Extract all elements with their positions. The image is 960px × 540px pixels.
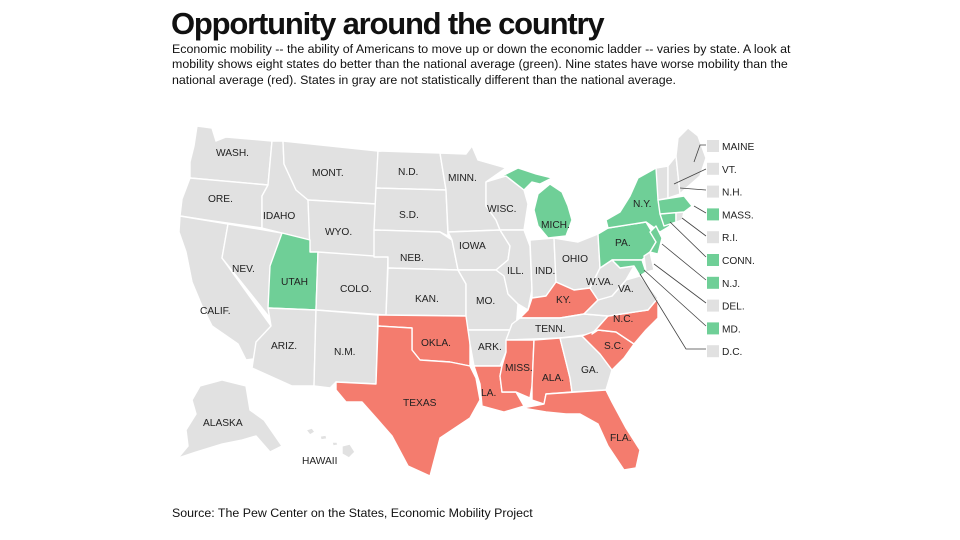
label-ind: IND.: [535, 266, 555, 277]
label-mich: MICH.: [541, 220, 570, 231]
leader-maine: [693, 144, 706, 163]
legend-swatch-maine: [707, 140, 719, 152]
label-hawaii: HAWAII: [302, 456, 337, 467]
legend-label-conn: CONN.: [722, 256, 755, 267]
leader-ri: [681, 217, 707, 237]
legend-swatch-md: [707, 322, 719, 335]
label-ohio: OHIO: [562, 254, 588, 265]
label-mo: MO.: [476, 296, 495, 307]
label-utah: UTAH: [281, 277, 308, 288]
label-nd: N.D.: [398, 167, 418, 178]
label-wyo: WYO.: [325, 227, 352, 238]
label-wva: W.VA.: [586, 277, 614, 288]
label-va: VA.: [618, 284, 634, 295]
state-kan: [385, 267, 467, 317]
label-sd: S.D.: [399, 210, 419, 221]
leader-del: [653, 263, 707, 304]
label-la: LA.: [481, 388, 496, 399]
legend-label-del: DEL.: [722, 302, 745, 313]
leader-vt: [673, 168, 707, 185]
label-mont: MONT.: [312, 168, 344, 179]
label-pa: PA.: [615, 238, 631, 249]
legend-swatch-dc: [707, 345, 719, 358]
legend-label-vt: VT.: [722, 165, 737, 176]
state-ill: [495, 229, 533, 311]
legend-label-mass: MASS.: [722, 210, 754, 221]
leader-mass: [693, 205, 707, 214]
state-fla: [521, 389, 641, 471]
state-md: [611, 259, 647, 277]
label-ky: KY.: [556, 295, 571, 306]
label-ore: ORE.: [208, 194, 233, 205]
map-title: Opportunity around the country: [171, 6, 605, 41]
state-alaska: [177, 379, 283, 459]
label-kan: KAN.: [415, 294, 439, 305]
legend-swatch-conn: [707, 254, 719, 266]
legend-swatch-ri: [707, 231, 719, 244]
label-nev: NEV.: [232, 264, 255, 275]
source-note: Source: The Pew Center on the States, Ec…: [172, 506, 533, 520]
label-neb: NEB.: [400, 253, 424, 264]
legend-label-maine: MAINE: [722, 142, 754, 153]
legend-label-nh: N.H.: [722, 188, 742, 199]
label-okla: OKLA.: [421, 338, 451, 349]
label-sc: S.C.: [604, 341, 624, 352]
legend-label-nj: N.J.: [722, 279, 740, 290]
label-ala: ALA.: [542, 373, 564, 384]
state-mich: [497, 167, 573, 239]
state-nj: [649, 225, 663, 255]
label-wash: WASH.: [216, 148, 249, 159]
state-vt: [655, 165, 669, 201]
label-fla: FLA.: [610, 433, 632, 444]
state-texas: [335, 325, 481, 477]
label-alaska: ALASKA: [203, 418, 243, 429]
map-description: Economic mobility -- the ability of Amer…: [172, 42, 791, 87]
label-ariz: ARIZ.: [271, 341, 297, 352]
label-texas: TEXAS: [403, 398, 437, 409]
leader-conn: [669, 221, 707, 258]
legend-swatch-del: [707, 299, 719, 312]
state-maine: [675, 127, 707, 195]
leader-nj: [661, 243, 707, 281]
label-iowa: IOWA: [459, 241, 486, 252]
state-hawaii: [305, 427, 356, 459]
leader-md: [643, 269, 707, 327]
label-ny: N.Y.: [633, 199, 652, 210]
label-idaho: IDAHO: [263, 211, 295, 222]
state-del: [643, 251, 655, 273]
label-ill: ILL.: [507, 266, 524, 277]
label-nm: N.M.: [334, 347, 356, 358]
label-miss: MISS.: [505, 363, 533, 374]
label-tenn: TENN.: [535, 324, 566, 335]
state-ri: [675, 211, 685, 223]
legend-label-ri: R.I.: [722, 233, 738, 244]
label-colo: COLO.: [340, 284, 372, 295]
label-calif: CALIF.: [200, 306, 231, 317]
leader-nh: [679, 187, 707, 191]
legend-swatch-mass: [707, 208, 719, 221]
label-ark: ARK.: [478, 342, 502, 353]
legend-swatch-nj: [707, 276, 719, 289]
legend-label-md: MD.: [722, 324, 741, 335]
label-nc: N.C.: [613, 314, 633, 325]
legend-label-dc: D.C.: [722, 347, 742, 358]
legend-swatch-nh: [707, 185, 719, 198]
label-minn: MINN.: [448, 173, 477, 184]
label-ga: GA.: [581, 365, 599, 376]
label-wisc: WISC.: [487, 204, 516, 215]
leader-dc: [639, 273, 706, 350]
state-mass: [657, 195, 693, 215]
legend-swatch-vt: [707, 162, 719, 175]
